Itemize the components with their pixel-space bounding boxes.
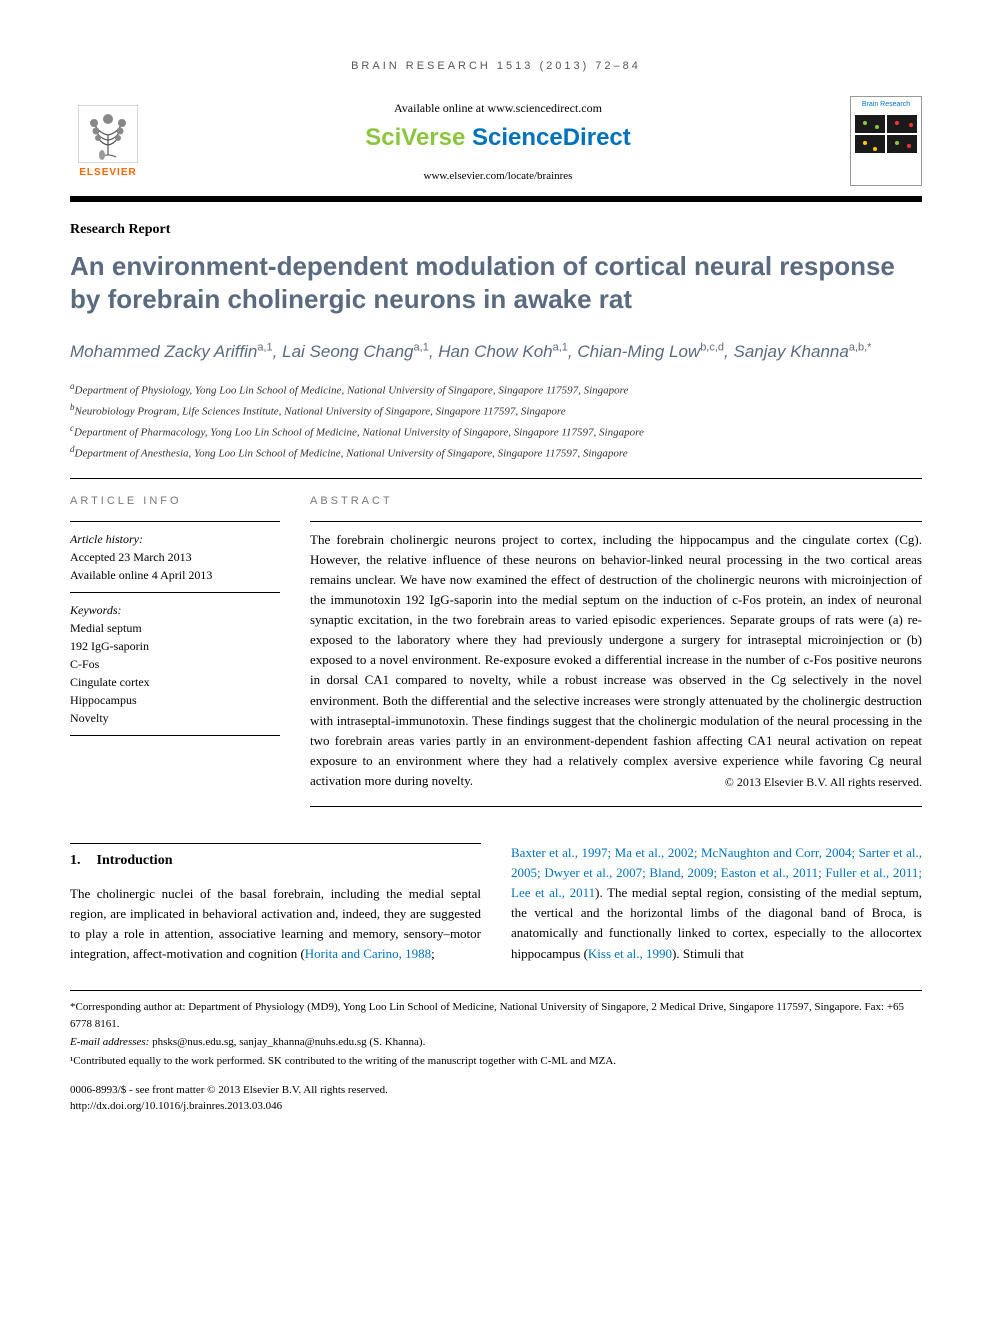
keyword: Hippocampus (70, 691, 280, 709)
elsevier-logo: ELSEVIER (70, 96, 146, 186)
corresponding-author: *Corresponding author at: Department of … (70, 999, 922, 1032)
section-number: 1. (70, 850, 81, 872)
intro-text-3: ). Stimuli that (672, 946, 744, 961)
intro-col-left: 1. Introduction The cholinergic nuclei o… (70, 843, 481, 964)
sciverse-part1: SciVerse (365, 124, 472, 151)
abstract-column: ABSTRACT The forebrain cholinergic neuro… (310, 495, 922, 807)
masthead: ELSEVIER Available online at www.science… (70, 96, 922, 202)
intro-col-right: Baxter et al., 1997; Ma et al., 2002; Mc… (511, 843, 922, 964)
keyword: 192 IgG-saporin (70, 637, 280, 655)
elsevier-tree-icon (78, 105, 138, 163)
divider (70, 478, 922, 479)
cover-cell (855, 115, 885, 133)
email-label: E-mail addresses: (70, 1036, 149, 1048)
article-title: An environment-dependent modulation of c… (70, 250, 922, 315)
elsevier-wordmark: ELSEVIER (79, 167, 136, 178)
affiliation-line: cDepartment of Pharmacology, Yong Loo Li… (70, 421, 922, 442)
keyword: Medial septum (70, 619, 280, 637)
sciverse-logo: SciVerse ScienceDirect (365, 124, 631, 152)
cover-title: Brain Research (862, 101, 910, 108)
section-heading: Introduction (97, 850, 173, 872)
doi-line: http://dx.doi.org/10.1016/j.brainres.201… (70, 1099, 922, 1114)
running-head: BRAIN RESEARCH 1513 (2013) 72–84 (70, 60, 922, 72)
author-list: Mohammed Zacky Ariffina,1, Lai Seong Cha… (70, 339, 922, 365)
affiliation-line: aDepartment of Physiology, Yong Loo Lin … (70, 379, 922, 400)
journal-cover-thumbnail: Brain Research (850, 96, 922, 186)
intro-heading: 1. Introduction (70, 843, 481, 872)
article-info-head: ARTICLE INFO (70, 495, 280, 507)
keyword: C-Fos (70, 655, 280, 673)
keywords-block: Keywords: Medial septum192 IgG-saporinC-… (70, 593, 280, 736)
abstract-body: The forebrain cholinergic neurons projec… (310, 532, 922, 789)
intro-suffix: ; (431, 946, 435, 961)
contribution-note: ¹Contributed equally to the work perform… (70, 1053, 922, 1070)
keywords-label: Keywords: (70, 601, 280, 619)
sciverse-part2: ScienceDirect (472, 124, 631, 151)
masthead-left: ELSEVIER (70, 96, 146, 186)
email-line: E-mail addresses: phsks@nus.edu.sg, sanj… (70, 1034, 922, 1051)
keyword: Cingulate cortex (70, 673, 280, 691)
keyword: Novelty (70, 709, 280, 727)
affiliation-line: dDepartment of Anesthesia, Yong Loo Lin … (70, 442, 922, 463)
issn-line: 0006-8993/$ - see front matter © 2013 El… (70, 1083, 922, 1098)
journal-url: www.elsevier.com/locate/brainres (146, 170, 850, 182)
introduction-section: 1. Introduction The cholinergic nuclei o… (70, 843, 922, 964)
article-info-column: ARTICLE INFO Article history: Accepted 2… (70, 495, 280, 807)
imprint: 0006-8993/$ - see front matter © 2013 El… (70, 1083, 922, 1114)
info-abstract-row: ARTICLE INFO Article history: Accepted 2… (70, 495, 922, 807)
footnotes: *Corresponding author at: Department of … (70, 990, 922, 1069)
citation-link[interactable]: Kiss et al., 1990 (588, 946, 672, 961)
history-label: Article history: (70, 530, 280, 548)
abstract-text: The forebrain cholinergic neurons projec… (310, 521, 922, 807)
available-online-text: Available online at www.sciencedirect.co… (146, 101, 850, 116)
citation-link[interactable]: Horita and Carino, 1988 (305, 946, 431, 961)
abstract-head: ABSTRACT (310, 495, 922, 507)
cover-cell (887, 115, 917, 133)
article-type: Research Report (70, 222, 922, 238)
cover-cell (855, 135, 885, 153)
online-date: Available online 4 April 2013 (70, 566, 280, 584)
cover-image-grid (855, 115, 917, 153)
article-history: Article history: Accepted 23 March 2013 … (70, 521, 280, 593)
email-addresses: phsks@nus.edu.sg, sanjay_khanna@nuhs.edu… (149, 1036, 425, 1048)
affiliations: aDepartment of Physiology, Yong Loo Lin … (70, 379, 922, 464)
accepted-date: Accepted 23 March 2013 (70, 548, 280, 566)
cover-cell (887, 135, 917, 153)
masthead-center: Available online at www.sciencedirect.co… (146, 101, 850, 182)
affiliation-line: bNeurobiology Program, Life Sciences Ins… (70, 400, 922, 421)
